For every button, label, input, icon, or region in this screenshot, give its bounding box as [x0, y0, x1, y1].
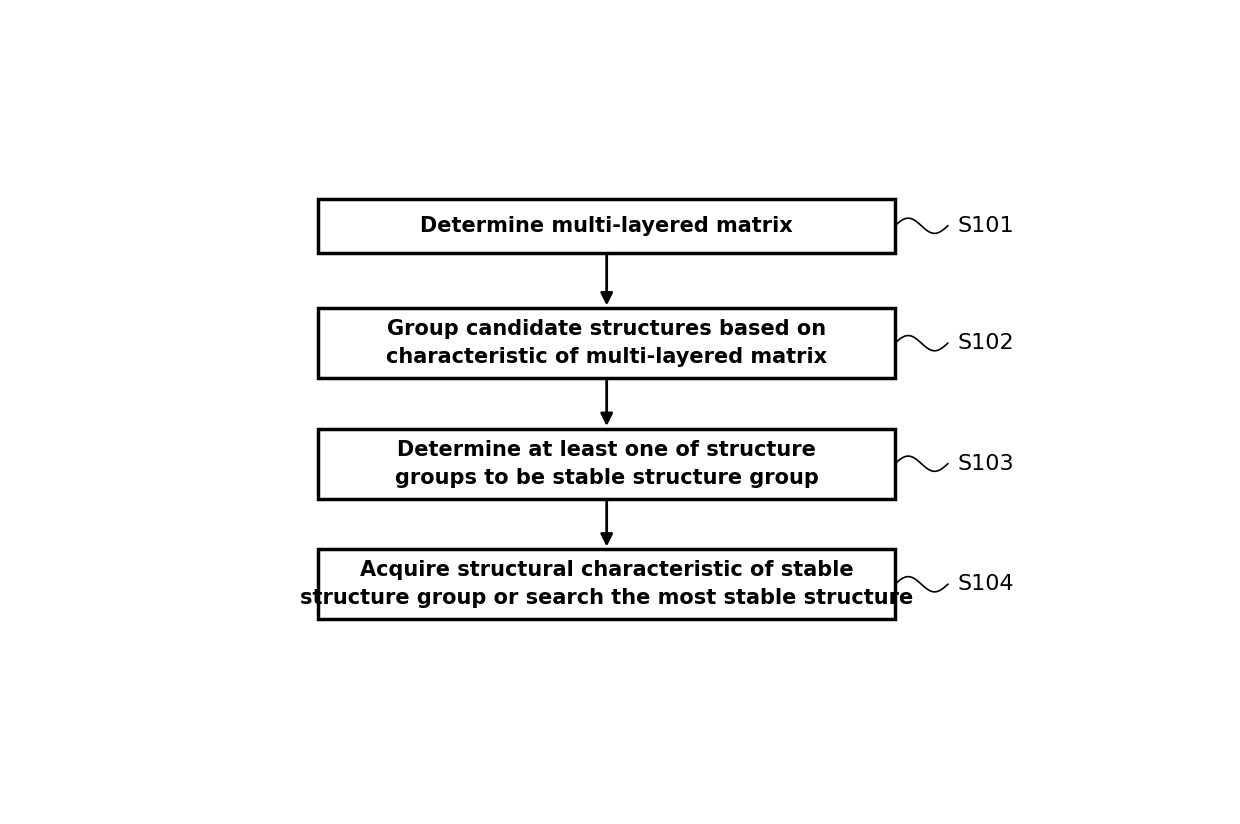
FancyBboxPatch shape [319, 199, 895, 253]
Text: Determine multi-layered matrix: Determine multi-layered matrix [420, 216, 794, 236]
Text: S103: S103 [957, 454, 1014, 474]
Text: Group candidate structures based on
characteristic of multi-layered matrix: Group candidate structures based on char… [386, 319, 827, 368]
Text: S102: S102 [957, 333, 1014, 353]
Text: Determine at least one of structure
groups to be stable structure group: Determine at least one of structure grou… [394, 440, 818, 488]
FancyBboxPatch shape [319, 428, 895, 499]
FancyBboxPatch shape [319, 550, 895, 619]
Text: Acquire structural characteristic of stable
structure group or search the most s: Acquire structural characteristic of sta… [300, 560, 914, 608]
FancyBboxPatch shape [319, 308, 895, 378]
Text: S101: S101 [957, 216, 1014, 236]
Text: S104: S104 [957, 574, 1014, 594]
